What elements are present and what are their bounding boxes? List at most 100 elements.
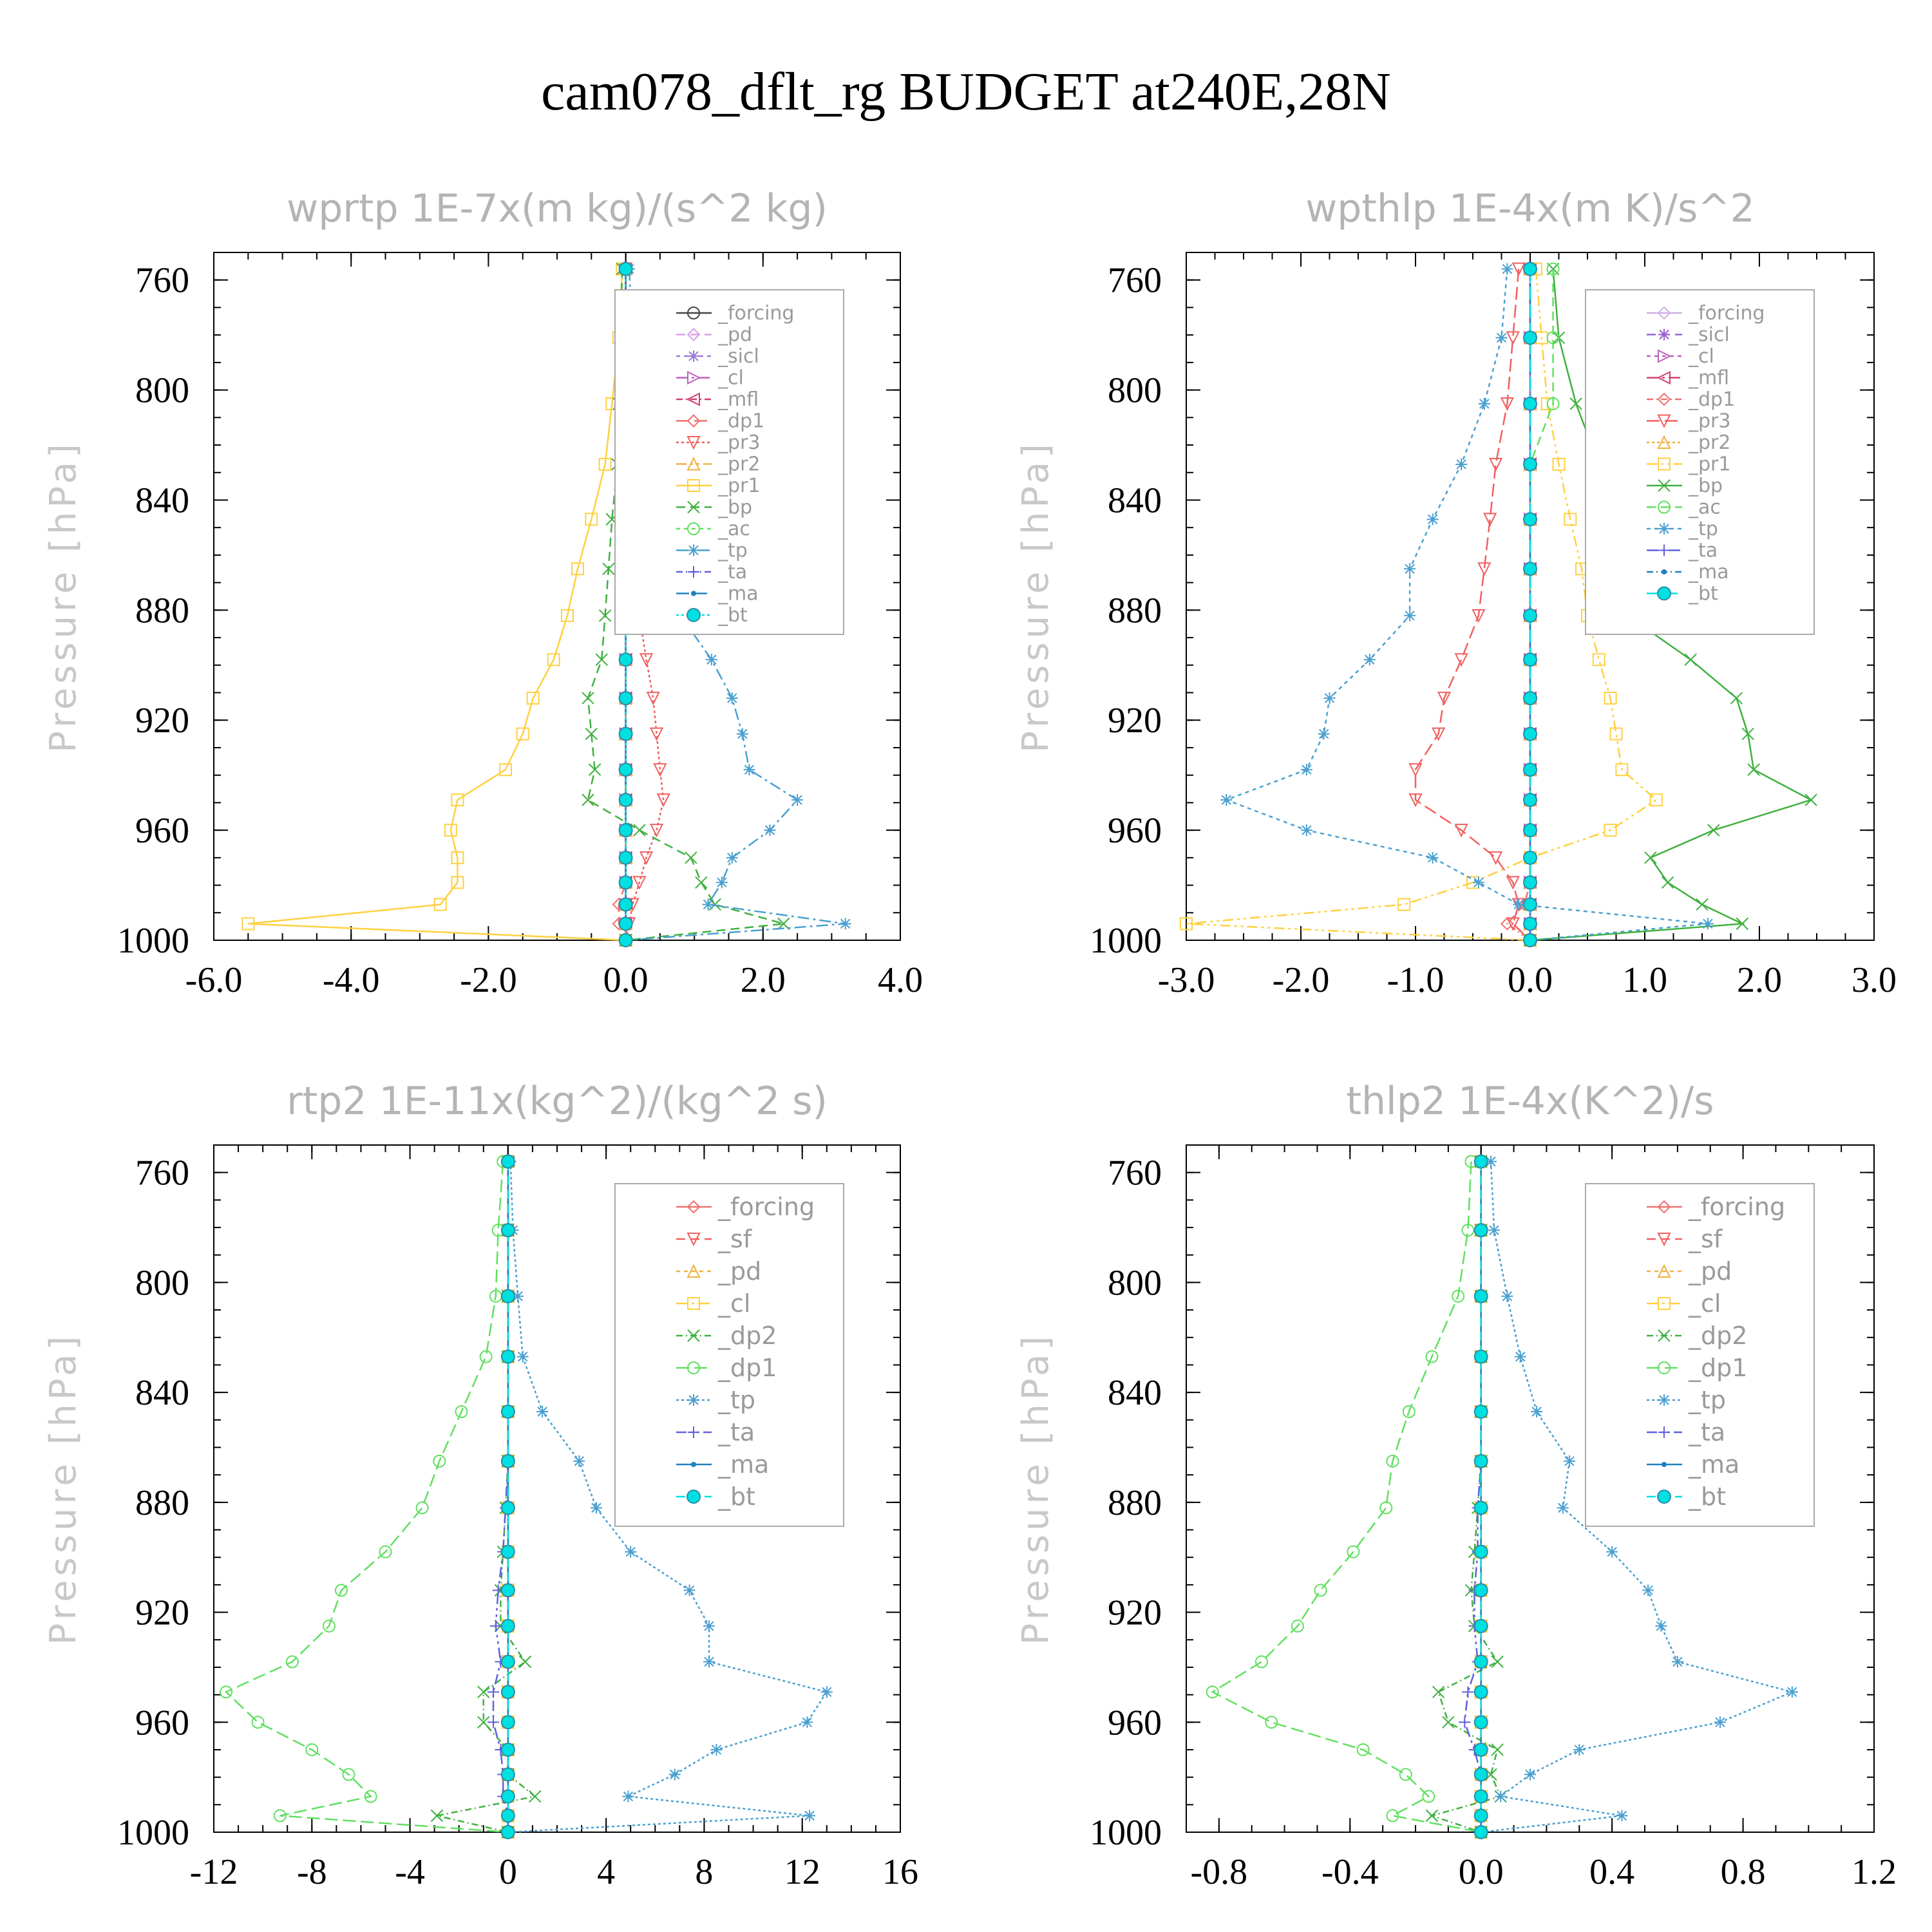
legend-entry: _pr3: [676, 431, 760, 454]
legend-label: _sicl: [1688, 324, 1730, 346]
x-tick-label: -0.8: [1191, 1852, 1248, 1892]
data-point: [668, 1768, 681, 1781]
data-point: [1546, 262, 1560, 276]
series-line: [1186, 269, 1658, 942]
legend-entry: _pr2: [1647, 431, 1730, 454]
y-tick-label: 760: [135, 261, 189, 301]
data-point: [1455, 458, 1468, 470]
data-point: [1473, 1825, 1488, 1839]
data-point: [582, 793, 594, 806]
data-point: [1736, 917, 1749, 931]
legend-entry: _forcing: [676, 302, 794, 325]
data-point: [479, 1350, 493, 1363]
data-point: [1318, 728, 1330, 740]
y-tick-label: 1000: [117, 921, 189, 961]
x-tick-label: 2.0: [741, 960, 786, 1000]
legend-label: _ac: [1688, 497, 1721, 519]
data-point: [618, 726, 633, 741]
legend-label: _pr3: [717, 431, 760, 454]
data-point: [618, 823, 633, 838]
data-point: [1473, 1789, 1488, 1804]
data-point: [500, 1808, 515, 1823]
legend-label: _dp1: [717, 410, 764, 433]
legend-box: [614, 1183, 844, 1527]
data-point: [618, 933, 633, 947]
data-point: [1425, 1809, 1439, 1823]
data-point: [500, 1223, 515, 1238]
data-point: [1730, 692, 1743, 705]
data-point: [1606, 1546, 1618, 1558]
data-point: [1701, 918, 1714, 930]
data-point: [710, 1743, 723, 1756]
data-point: [1473, 1501, 1488, 1515]
legend-entry: _pr3: [1647, 410, 1730, 433]
legend-marker: [691, 591, 696, 596]
legend-entry: _bt: [676, 1482, 755, 1511]
data-point: [1531, 1406, 1543, 1417]
legend-label: _cl: [717, 1289, 750, 1318]
legend-label: _tp: [1688, 1386, 1726, 1414]
legend: _forcing_sicl_cl_mfl_dp1_pr3_pr2_pr1_bp_…: [1585, 289, 1815, 635]
data-point: [1363, 654, 1376, 666]
data-point: [364, 1790, 377, 1803]
x-tick-label: 4: [597, 1852, 615, 1892]
panel-title: wpthlp 1E-4x(m K)/s^2: [1305, 186, 1755, 231]
series-line: [224, 1161, 508, 1833]
legend-marker: [687, 1297, 700, 1310]
data-point: [560, 609, 574, 622]
data-point: [622, 1790, 634, 1803]
data-point: [500, 1289, 515, 1303]
data-point: [500, 1742, 515, 1757]
data-point: [1432, 1685, 1445, 1699]
data-point: [1573, 1743, 1586, 1756]
legend-label: _pd: [717, 1257, 761, 1285]
legend-marker: [1657, 1233, 1671, 1247]
legend-label: _cl: [1688, 1289, 1721, 1318]
legend-marker: [687, 608, 701, 622]
data-point: [695, 876, 708, 889]
data-point: [1473, 1289, 1488, 1303]
legend-marker: [1657, 435, 1671, 449]
legend-label: _bt: [1688, 583, 1718, 605]
legend-label: _forcing: [717, 1193, 815, 1221]
legend-label: _sicl: [717, 345, 759, 368]
series-ta: [488, 1155, 514, 1838]
data-point: [1609, 727, 1623, 741]
data-point: [791, 794, 804, 806]
y-tick-label: 1000: [117, 1813, 189, 1853]
data-point: [1473, 1767, 1488, 1782]
data-point: [1399, 1768, 1412, 1781]
data-point: [1511, 262, 1526, 276]
panel-title: wprtp 1E-7x(m kg)/(s^2 kg): [287, 186, 828, 231]
data-point: [1684, 653, 1697, 666]
legend-marker: [687, 328, 701, 341]
data-point: [618, 762, 633, 777]
series-line: [1211, 1161, 1481, 1833]
data-point: [1523, 726, 1537, 741]
data-point: [251, 1716, 265, 1729]
legend-label: _tp: [717, 540, 748, 562]
y-tick-label: 960: [1108, 811, 1162, 851]
x-tick-label: 2.0: [1737, 960, 1782, 1000]
data-point: [415, 1501, 429, 1515]
legend-label: _mfl: [1688, 367, 1729, 390]
series-bt: [1473, 1154, 1488, 1839]
legend-label: _cl: [717, 367, 744, 390]
legend-label: _tp: [1688, 518, 1718, 540]
series-line: [1429, 1161, 1502, 1833]
data-point: [500, 1685, 515, 1700]
data-point: [1495, 1790, 1507, 1803]
legend-label: _ta: [717, 1418, 755, 1446]
x-tick-label: -12: [190, 1852, 238, 1892]
legend-marker: [1658, 1394, 1670, 1406]
legend-box: [614, 289, 844, 635]
data-point: [618, 793, 633, 808]
data-point: [430, 1809, 444, 1823]
data-point: [518, 1655, 532, 1669]
data-point: [1265, 1716, 1278, 1729]
legend-entry: _bp: [676, 497, 752, 519]
legend-marker: [1657, 1490, 1671, 1504]
data-point: [500, 1715, 515, 1730]
data-point: [1604, 824, 1617, 837]
